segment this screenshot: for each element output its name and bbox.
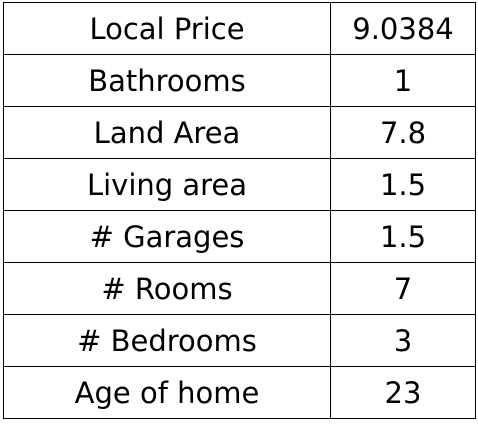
row-label: # Rooms xyxy=(3,262,331,315)
table-row: Local Price 9.0384 xyxy=(3,2,476,55)
row-value: 7.8 xyxy=(330,106,476,159)
row-value: 23 xyxy=(330,366,476,419)
table-row: Bathrooms 1 xyxy=(3,54,476,107)
row-value: 1.5 xyxy=(330,210,476,263)
row-label: # Garages xyxy=(3,210,331,263)
house-attributes-table: Local Price 9.0384 Bathrooms 1 Land Area… xyxy=(3,2,476,419)
row-value: 3 xyxy=(330,314,476,367)
row-label: Age of home xyxy=(3,366,331,419)
row-value: 1 xyxy=(330,54,476,107)
row-label: Land Area xyxy=(3,106,331,159)
row-value: 1.5 xyxy=(330,158,476,211)
row-label: Bathrooms xyxy=(3,54,331,107)
table-row: # Bedrooms 3 xyxy=(3,314,476,367)
table-row: # Rooms 7 xyxy=(3,262,476,315)
data-table-container: Local Price 9.0384 Bathrooms 1 Land Area… xyxy=(3,2,476,419)
row-label: # Bedrooms xyxy=(3,314,331,367)
row-label: Living area xyxy=(3,158,331,211)
table-row: Living area 1.5 xyxy=(3,158,476,211)
row-label: Local Price xyxy=(3,2,331,55)
table-row: Land Area 7.8 xyxy=(3,106,476,159)
row-value: 7 xyxy=(330,262,476,315)
table-row: Age of home 23 xyxy=(3,366,476,419)
table-row: # Garages 1.5 xyxy=(3,210,476,263)
row-value: 9.0384 xyxy=(330,2,476,55)
